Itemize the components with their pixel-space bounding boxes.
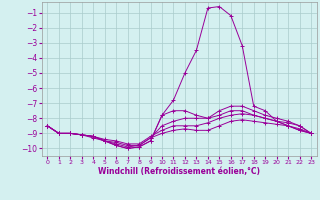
X-axis label: Windchill (Refroidissement éolien,°C): Windchill (Refroidissement éolien,°C) <box>98 167 260 176</box>
